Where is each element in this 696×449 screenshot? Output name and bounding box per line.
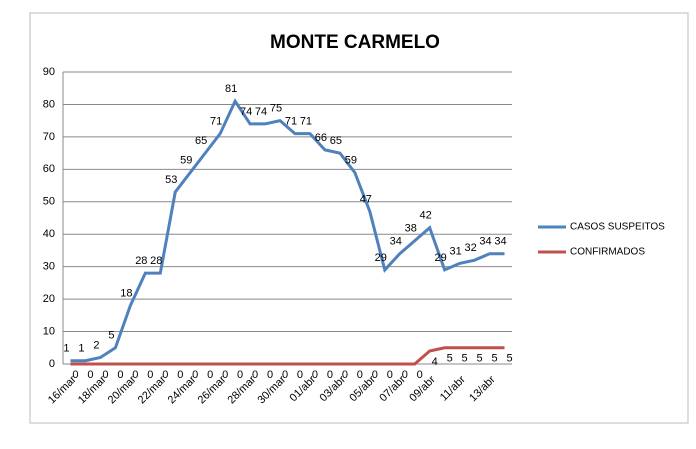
data-label: 0: [267, 369, 273, 381]
y-tick-label: 30: [43, 261, 55, 273]
data-label: 0: [147, 369, 153, 381]
data-label: 0: [297, 369, 303, 381]
data-label: 71: [210, 116, 222, 128]
data-label: 5: [477, 353, 483, 365]
data-label: 42: [420, 210, 432, 222]
data-label: 0: [237, 369, 243, 381]
y-tick-label: 80: [43, 98, 55, 110]
data-label: 5: [506, 353, 512, 365]
data-label: 1: [63, 343, 69, 355]
y-tick-label: 50: [43, 196, 55, 208]
data-label: 5: [462, 353, 468, 365]
data-label: 47: [360, 193, 372, 205]
data-label: 0: [417, 369, 423, 381]
data-label: 29: [375, 252, 387, 264]
data-label: 38: [405, 223, 417, 235]
chart-title: MONTE CARMELO: [270, 32, 440, 53]
data-label: 5: [491, 353, 497, 365]
data-label: 0: [132, 369, 138, 381]
y-tick-label: 40: [43, 228, 55, 240]
data-label: 53: [165, 174, 177, 186]
data-label: 65: [330, 135, 342, 147]
data-label: 59: [180, 154, 192, 166]
data-label: 0: [192, 369, 198, 381]
data-label: 71: [300, 116, 312, 128]
data-label: 0: [177, 369, 183, 381]
data-label: 0: [162, 369, 168, 381]
data-label: 0: [312, 369, 318, 381]
data-label: 0: [282, 369, 288, 381]
data-label: 4: [432, 356, 438, 368]
data-label: 81: [225, 83, 237, 95]
data-label: 0: [222, 369, 228, 381]
legend-label: CASOS SUSPEITOS: [570, 222, 665, 233]
data-label: 0: [72, 369, 78, 381]
data-label: 1: [78, 343, 84, 355]
chart-border: [29, 12, 689, 424]
series-line: [70, 346, 505, 366]
data-label: 0: [102, 369, 108, 381]
data-label: 34: [479, 236, 491, 248]
data-label: 74: [240, 106, 252, 118]
data-label: 66: [315, 132, 327, 144]
data-label: 5: [447, 353, 453, 365]
data-label: 74: [255, 106, 267, 118]
data-label: 28: [135, 255, 147, 267]
data-label: 0: [357, 369, 363, 381]
data-label: 71: [285, 116, 297, 128]
data-label: 31: [449, 245, 461, 257]
data-label: 0: [207, 369, 213, 381]
data-label: 0: [387, 369, 393, 381]
series-line: [70, 98, 505, 363]
data-label: 34: [494, 236, 506, 248]
y-tick-label: 60: [43, 163, 55, 175]
data-label: 75: [270, 103, 282, 115]
y-tick-label: 90: [43, 66, 55, 78]
y-tick-label: 10: [43, 325, 55, 337]
data-label: 0: [342, 369, 348, 381]
data-label: 0: [327, 369, 333, 381]
y-tick-label: 20: [43, 293, 55, 305]
data-label: 34: [390, 236, 402, 248]
data-label: 2: [93, 339, 99, 351]
data-label: 0: [372, 369, 378, 381]
data-label: 0: [87, 369, 93, 381]
data-label: 0: [117, 369, 123, 381]
data-label: 59: [345, 154, 357, 166]
legend-label: CONFIRMADOS: [570, 247, 645, 258]
data-label: 18: [120, 288, 132, 300]
data-label: 5: [108, 330, 114, 342]
data-label: 29: [435, 252, 447, 264]
data-label: 0: [252, 369, 258, 381]
data-label: 0: [402, 369, 408, 381]
y-tick-label: 0: [49, 358, 55, 370]
data-label: 65: [195, 135, 207, 147]
y-tick-label: 70: [43, 131, 55, 143]
data-label: 28: [150, 255, 162, 267]
data-label: 32: [464, 242, 476, 254]
